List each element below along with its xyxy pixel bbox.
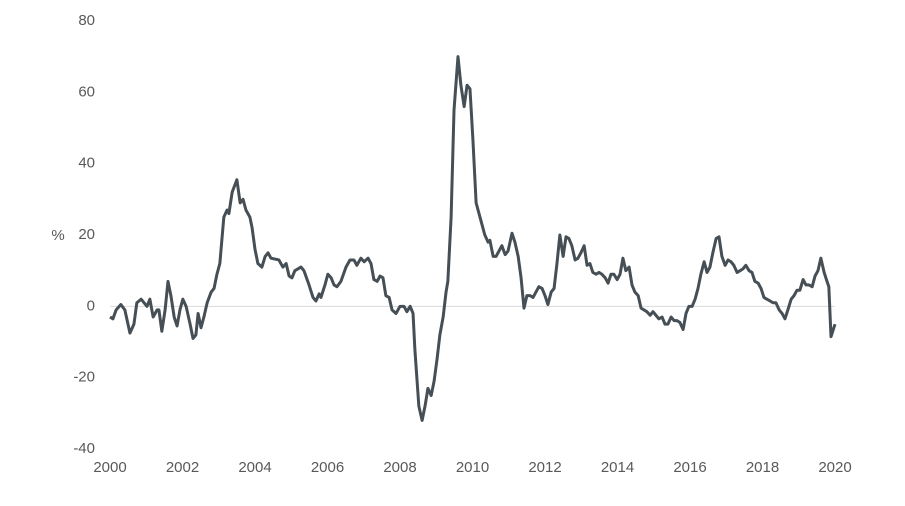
- x-tick-label: 2020: [818, 459, 851, 476]
- x-tick-label: 2012: [528, 459, 561, 476]
- y-tick-label: -40: [73, 440, 95, 457]
- y-tick-label: 60: [78, 83, 95, 100]
- data-line: [109, 55, 837, 422]
- y-tick-label: 40: [78, 155, 95, 172]
- y-tick-label: 20: [78, 226, 95, 243]
- x-tick-label: 2010: [456, 459, 489, 476]
- x-tick-label: 2016: [673, 459, 706, 476]
- y-tick-label: -20: [73, 369, 95, 386]
- y-tick-label: 80: [78, 12, 95, 29]
- x-tick-label: 2000: [93, 459, 126, 476]
- x-tick-label: 2002: [166, 459, 199, 476]
- x-tick-label: 2014: [601, 459, 634, 476]
- x-tick-label: 2008: [383, 459, 416, 476]
- x-tick-label: 2006: [311, 459, 344, 476]
- y-axis-label: %: [51, 227, 64, 244]
- y-tick-label: 0: [87, 297, 95, 314]
- x-tick-label: 2018: [746, 459, 779, 476]
- x-tick-label: 2004: [238, 459, 271, 476]
